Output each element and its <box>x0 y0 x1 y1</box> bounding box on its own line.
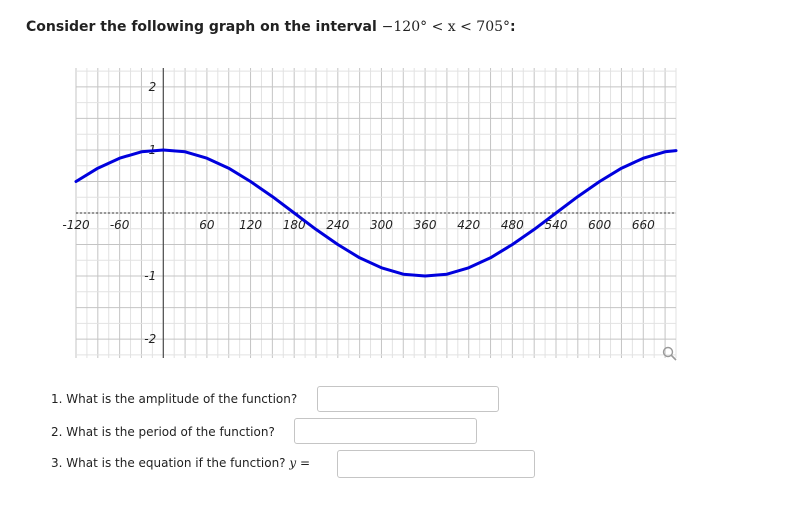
curve-layer <box>74 148 678 278</box>
x-tick-label: 360 <box>414 218 437 232</box>
sine-graph: -120 -60 60 120 180 240 300 360 420 480 540 600 660 2… <box>62 68 678 361</box>
x-tick-label: 660 <box>632 218 655 232</box>
problem-prefix: Consider the following graph on the inte… <box>26 19 377 35</box>
x-tick-label: 420 <box>457 218 480 232</box>
question-3-math: y = <box>289 456 311 470</box>
question-1-label: 1. What is the amplitude of the function… <box>51 392 298 406</box>
question-1: 1. What is the amplitude of the function… <box>51 392 297 406</box>
x-tick-label: 600 <box>588 218 611 232</box>
x-tick-label: -120 <box>62 218 90 232</box>
magnifier-icon[interactable] <box>662 346 677 361</box>
x-tick-label: -60 <box>110 218 130 232</box>
problem-suffix: : <box>510 19 516 35</box>
amplitude-answer-field[interactable] <box>317 386 499 412</box>
question-3: 3. What is the equation if the function?… <box>51 456 310 470</box>
equation-answer-field[interactable] <box>337 450 535 478</box>
x-tick-label: 180 <box>283 218 306 232</box>
problem-statement: Consider the following graph on the inte… <box>26 19 516 35</box>
question-2-label: 2. What is the period of the function? <box>51 425 275 439</box>
period-answer-field[interactable] <box>294 418 477 444</box>
x-tick-label: 120 <box>239 218 262 232</box>
axes <box>76 68 676 358</box>
sine-curve <box>74 148 678 278</box>
x-tick-label: 240 <box>326 218 349 232</box>
x-tick-label: 480 <box>501 218 524 232</box>
question-2: 2. What is the period of the function? <box>51 425 275 439</box>
question-3-label: 3. What is the equation if the function? <box>51 456 286 470</box>
problem-interval: −120° < x < 705° <box>381 19 511 35</box>
x-tick-label: 540 <box>545 218 568 232</box>
y-tick-label: 2 <box>149 80 157 94</box>
y-tick-label: -1 <box>144 269 156 283</box>
x-tick-label: 300 <box>370 218 393 232</box>
y-tick-label: -2 <box>144 332 156 346</box>
x-tick-label: 60 <box>199 218 215 232</box>
